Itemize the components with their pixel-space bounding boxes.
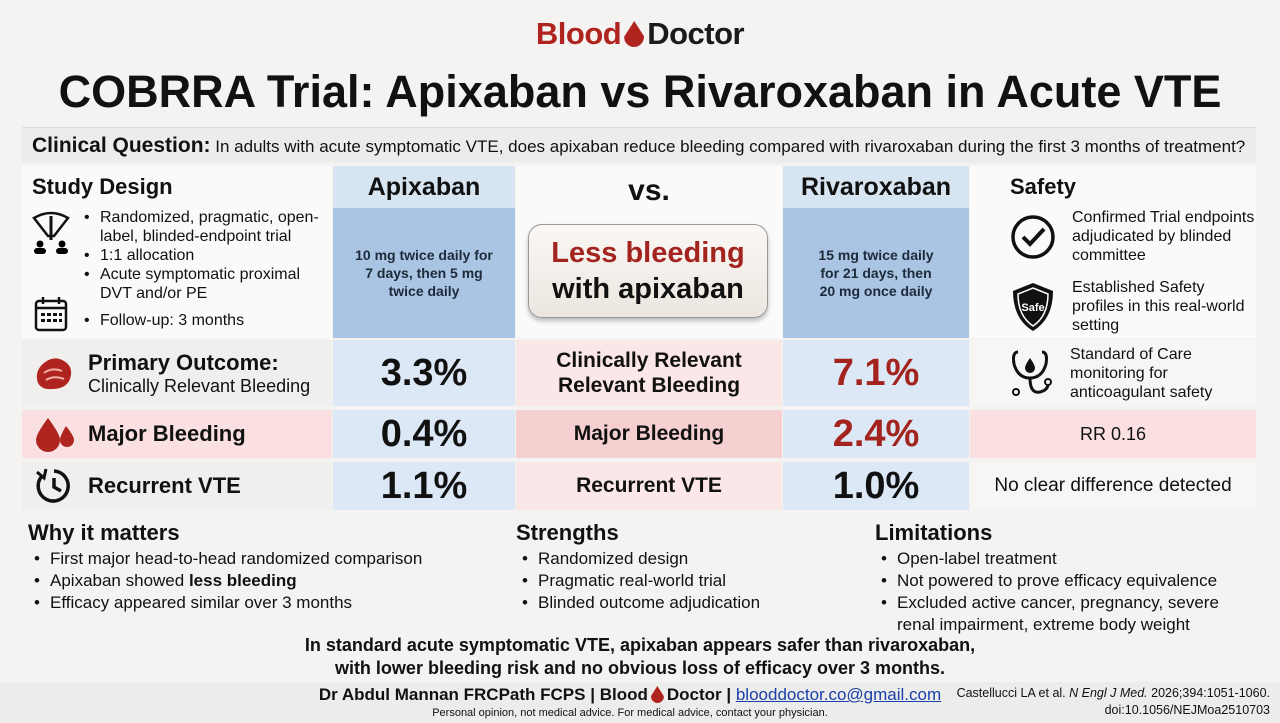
page-title: COBRRA Trial: Apixaban vs Rivaroxaban in… [58,66,1222,117]
study-design-panel: Study Design Randomized, pragmatic, open… [22,166,332,338]
calendar-icon [34,297,68,332]
callout-less-bleeding: Less bleeding with apixaban [528,224,768,318]
citation-journal: N Engl J Med. [1069,686,1148,700]
footer-brand-blood: Blood [599,685,648,704]
follow-up: Follow-up: 3 months [78,311,244,330]
safety-item-text: Established Safety profiles in this real… [1072,279,1245,334]
why-item-text: Apixaban showed [50,571,189,590]
why-item: Apixaban showed less bleeding [28,570,488,592]
randomization-icon [32,211,70,254]
relative-risk-note: RR 0.16 [970,410,1256,458]
citation-volume: 2026;394:1051-1060. [1147,686,1270,700]
why-item-bold: less bleeding [188,571,297,590]
conclusion-line1: In standard acute symptomatic VTE, apixa… [304,635,976,655]
bleeding-tissue-icon [36,358,72,390]
citation: Castellucci LA et al. N Engl J Med. 2026… [957,685,1270,719]
shield-text: Safe [1021,301,1045,314]
citation-authors: Castellucci LA et al. [956,686,1070,700]
rivaroxaban-header: Rivaroxaban [783,166,969,208]
rivaroxaban-dose: 15 mg twice daily for 21 days, then 20 m… [783,208,969,338]
check-circle-icon [1011,214,1055,259]
clinical-question: Clinical Question: In adults with acute … [22,127,1256,163]
separator: | [721,685,736,704]
vs-label: vs. [628,174,670,207]
safety-item: Safe Established Safety profiles in this… [1010,278,1256,335]
logo-text-doctor: Doctor [647,16,745,51]
author: Dr Abdul Mannan FRCPath FCPS | [318,685,600,704]
footer-credit: Dr Abdul Mannan FRCPath FCPS | Blood Doct… [290,685,970,705]
primary-outcome-label: Primary Outcome: Clinically Relevant Blee… [22,340,332,406]
conclusion-line2: with lower bleeding risk and no obvious … [334,658,946,678]
major-bleeding-middle-label: Major Bleeding [516,410,782,458]
why-it-matters: Why it matters First major head-to-head … [28,520,488,614]
major-bleeding-heading: Major Bleeding [88,421,246,446]
safety-heading: Safety [1010,174,1077,199]
stethoscope-icon [1012,350,1052,396]
footer: Dr Abdul Mannan FRCPath FCPS | Blood Doct… [0,682,1280,723]
study-design-item: Randomized, pragmatic, open-label, blind… [78,208,333,246]
shield-icon: Safe [1010,281,1056,333]
major-bleeding-label: Major Bleeding [22,410,332,458]
apixaban-dose: 10 mg twice daily for 7 days, then 5 mg … [333,208,515,338]
safety-item: Confirmed Trial endpoints adjudicated by… [1010,208,1256,265]
primary-outcome-sub: Clinically Relevant Bleeding [88,375,311,396]
email-link[interactable]: blooddoctor.co@gmail.com [735,685,942,704]
why-item: First major head-to-head randomized comp… [28,548,488,570]
recurrent-vte-label: Recurrent VTE [22,462,332,510]
limitation-item: Excluded active cancer, pregnancy, sever… [875,592,1255,636]
apixaban-header: Apixaban [333,166,515,208]
strengths-heading: Strengths [516,520,619,545]
study-design-item: Acute symptomatic proximal DVT and/or PE [78,265,333,303]
conclusion: In standard acute symptomatic VTE, apixa… [0,634,1280,680]
primary-outcome-heading: Primary Outcome: [88,349,279,375]
study-design-item: 1:1 allocation [78,246,333,265]
limitation-item: Not powered to prove efficacy equivalenc… [875,570,1255,592]
limitations-heading: Limitations [875,520,993,545]
strength-item: Blinded outcome adjudication [516,592,846,614]
safety-panel: Safety Confirmed Trial endpoints adjudic… [970,166,1256,338]
recurrent-vte-heading: Recurrent VTE [88,473,241,498]
primary-outcome-middle-label: Clinically Relevant Relevant Bleeding [516,340,782,406]
recurrence-clock-icon [36,468,70,503]
strength-item: Randomized design [516,548,846,570]
logo: Blood Doctor [0,16,1280,52]
blood-drops-icon [36,418,74,452]
vs-panel: vs. Less bleeding with apixaban [516,166,782,338]
callout-line1: Less bleeding [551,237,745,269]
blood-drop-icon [624,21,645,47]
limitations: Limitations Open-label treatmentNot powe… [875,520,1255,636]
safety-item-text: Standard of Care monitoring for anticoag… [1070,345,1213,401]
rivaroxaban-recurrent-value: 1.0% [783,462,969,510]
blood-drop-icon [650,686,664,703]
clinical-question-text: In adults with acute symptomatic VTE, do… [215,137,1246,156]
rivaroxaban-major-value: 2.4% [783,410,969,458]
apixaban-major-value: 0.4% [333,410,515,458]
logo-text-blood: Blood [535,16,622,51]
limitation-item: Open-label treatment [875,548,1255,570]
recurrent-vte-middle-label: Recurrent VTE [516,462,782,510]
why-item: Efficacy appeared similar over 3 months [28,592,488,614]
safety-item-text: Confirmed Trial endpoints adjudicated by… [1072,209,1255,264]
strengths: Strengths Randomized designPragmatic rea… [516,520,846,614]
recurrence-note: No clear difference detected [970,462,1256,510]
callout-line2: with apixaban [552,273,744,305]
rivaroxaban-primary-value: 7.1% [783,340,969,406]
study-design-heading: Study Design [32,174,173,199]
why-heading: Why it matters [28,520,180,545]
disclaimer: Personal opinion, not medical advice. Fo… [432,707,828,719]
footer-brand-doctor: Doctor [666,685,722,704]
apixaban-recurrent-value: 1.1% [333,462,515,510]
safety-item: Standard of Care monitoring for anticoag… [970,340,1256,406]
citation-doi: doi:10.1056/NEJMoa2510703 [1104,703,1270,717]
strength-item: Pragmatic real-world trial [516,570,846,592]
apixaban-primary-value: 3.3% [333,340,515,406]
clinical-question-label: Clinical Question: [32,134,211,157]
